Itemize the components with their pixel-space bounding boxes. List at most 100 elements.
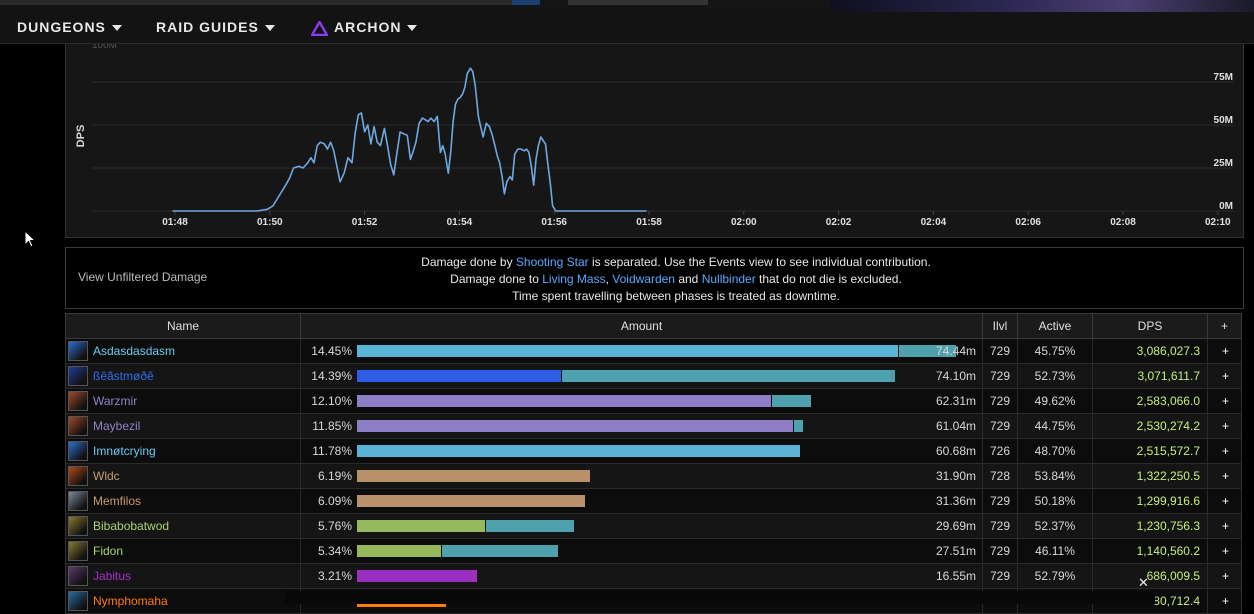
pet-damage-bar <box>772 395 811 407</box>
search-bar-remnant[interactable] <box>0 0 512 5</box>
note-text: Damage done to <box>450 272 543 286</box>
damage-percent: 6.19% <box>317 469 352 483</box>
item-level-cell: 729 <box>983 339 1018 363</box>
table-row[interactable]: Imnøtcrying 11.78% 60.68m 726 48.70% 2,515,57… <box>65 439 1242 464</box>
table-row[interactable]: Jabitus 3.21% 16.55m 729 52.79% 686,009.5 + <box>65 564 1242 589</box>
pet-damage-bar <box>486 520 574 532</box>
col-name-header[interactable]: Name <box>66 314 301 338</box>
dps-cell: 3,071,611.7 <box>1093 364 1208 388</box>
nav-archon[interactable]: ARCHON <box>311 19 418 36</box>
table-row[interactable]: Wldc 6.19% 31.90m 728 53.84% 1,322,250.5 + <box>65 464 1242 489</box>
damage-percent: 11.78% <box>312 444 352 458</box>
y-tick-label-partial: 100M <box>92 44 117 51</box>
player-name-link[interactable]: Asdasdasdasm <box>93 344 176 358</box>
note-line-3: Time spent travelling between phases is … <box>512 289 840 303</box>
amount-cell: 5.34% 27.51m <box>301 539 983 563</box>
player-name-link[interactable]: Wldc <box>93 469 120 483</box>
dps-chart: DPS 0M 25M 50M 75M 100M 01:48 01:50 01:52 01:54… <box>65 44 1244 238</box>
chevron-down-icon <box>264 25 275 32</box>
expand-row-button[interactable]: + <box>1221 544 1229 558</box>
expand-row-button[interactable]: + <box>1221 444 1229 458</box>
archon-logo-icon <box>311 20 328 36</box>
player-name-link[interactable]: Nymphomaha <box>93 594 168 608</box>
amount-cell: 6.09% 31.36m <box>301 489 983 513</box>
nav-raid-guides[interactable]: RAID GUIDES <box>156 19 275 35</box>
table-row[interactable]: Warzmir 12.10% 62.31m 729 49.62% 2,583,066.0 + <box>65 389 1242 414</box>
player-name-cell: Memfilos <box>66 489 301 513</box>
nullbinder-link[interactable]: Nullbinder <box>701 272 756 286</box>
expand-row-button[interactable]: + <box>1221 419 1229 433</box>
dps-cell: 1,140,560.2 <box>1093 539 1208 563</box>
x-tick-label: 02:00 <box>731 217 757 228</box>
filter-info-panel: View Unfiltered Damage Damage done by Sh… <box>65 247 1244 309</box>
player-name-link[interactable]: Memfilos <box>93 494 142 508</box>
player-name-link[interactable]: Fidon <box>93 544 124 558</box>
active-time-cell: 50.18% <box>1018 489 1093 513</box>
table-body: Asdasdasdasm 14.45% 74.44m 729 45.75% 3,086,0… <box>65 339 1242 614</box>
amount-cell: 5.76% 29.69m <box>301 514 983 538</box>
frost-mage-icon <box>68 441 88 461</box>
table-row[interactable]: ßêãstmøðê 14.39% 74.10m 729 52.73% 3,071,611.… <box>65 364 1242 389</box>
item-level-cell: 729 <box>983 514 1018 538</box>
col-dps-header[interactable]: DPS <box>1093 314 1208 338</box>
amount-cell: 14.45% 74.44m <box>301 339 983 363</box>
item-level-cell: 726 <box>983 439 1018 463</box>
player-name-link[interactable]: Imnøtcrying <box>93 444 156 458</box>
demon-hunter-icon <box>68 566 88 586</box>
header-field-remnant[interactable] <box>568 0 708 5</box>
expand-row-button[interactable]: + <box>1221 569 1229 583</box>
voidwarden-link[interactable]: Voidwarden <box>612 272 675 286</box>
expand-row-button[interactable]: + <box>1221 394 1229 408</box>
dps-cell: 2,530,274.2 <box>1093 414 1208 438</box>
x-tick-label: 02:06 <box>1015 217 1041 228</box>
chart-grid <box>92 81 1234 212</box>
frost-mage-icon <box>68 341 88 361</box>
player-name-link[interactable]: ßêãstmøðê <box>93 369 154 383</box>
y-tick-label: 25M <box>1214 158 1233 169</box>
player-name-link[interactable]: Warzmir <box>93 394 138 408</box>
table-row[interactable]: Asdasdasdasm 14.45% 74.44m 729 45.75% 3,086,0… <box>65 339 1242 364</box>
living-mass-link[interactable]: Living Mass <box>542 272 606 286</box>
expand-row-button[interactable]: + <box>1221 369 1229 383</box>
pet-damage-bar <box>442 545 558 557</box>
x-tick-label: 01:52 <box>352 217 378 228</box>
player-name-link[interactable]: Jabitus <box>93 569 132 583</box>
col-amount-header[interactable]: Amount <box>301 314 983 338</box>
expand-row-button[interactable]: + <box>1221 519 1229 533</box>
shooting-star-link[interactable]: Shooting Star <box>515 255 589 269</box>
table-row[interactable]: Bibabobatwod 5.76% 29.69m 729 52.37% 1,230,75… <box>65 514 1242 539</box>
note-text: is separated. Use the Events view to see… <box>588 255 931 269</box>
y-tick-label: 75M <box>1214 72 1233 83</box>
col-ilvl-header[interactable]: Ilvl <box>983 314 1018 338</box>
x-tick-label: 01:54 <box>447 217 473 228</box>
expand-row-button[interactable]: + <box>1221 469 1229 483</box>
damage-amount: 74.10m <box>935 369 976 383</box>
amount-cell: 14.39% 74.10m <box>301 364 983 388</box>
col-active-header[interactable]: Active <box>1018 314 1093 338</box>
close-icon[interactable]: ✕ <box>1138 575 1149 590</box>
nav-dungeons[interactable]: DUNGEONS <box>17 19 122 35</box>
table-row[interactable]: Maybezil 11.85% 61.04m 729 44.75% 2,530,274.2… <box>65 414 1242 439</box>
player-name-link[interactable]: Maybezil <box>93 419 141 433</box>
active-time-cell: 49.62% <box>1018 389 1093 413</box>
table-row[interactable]: Fidon 5.34% 27.51m 729 46.11% 1,140,560.2 + <box>65 539 1242 564</box>
table-row[interactable]: Memfilos 6.09% 31.36m 729 50.18% 1,299,916.6 + <box>65 489 1242 514</box>
pet-damage-bar <box>794 420 803 432</box>
chevron-down-icon <box>407 25 418 32</box>
active-time-cell: 45.75% <box>1018 339 1093 363</box>
expand-row-button[interactable]: + <box>1221 594 1229 608</box>
expand-row-button[interactable]: + <box>1221 494 1229 508</box>
search-button-remnant[interactable] <box>512 0 540 5</box>
player-name-link[interactable]: Bibabobatwod <box>93 519 170 533</box>
player-name-cell: Warzmir <box>66 389 301 413</box>
view-unfiltered-link[interactable]: View Unfiltered Damage <box>78 270 208 284</box>
col-plus-header[interactable]: + <box>1220 319 1228 333</box>
x-tick-label: 01:58 <box>636 217 662 228</box>
damage-bar <box>357 570 477 582</box>
damage-percent: 14.45% <box>311 344 352 358</box>
player-name-cell: Maybezil <box>66 414 301 438</box>
note-text: , <box>605 272 613 286</box>
expand-row-button[interactable]: + <box>1221 344 1229 358</box>
damage-bar <box>357 495 585 507</box>
damage-bar <box>357 470 590 482</box>
